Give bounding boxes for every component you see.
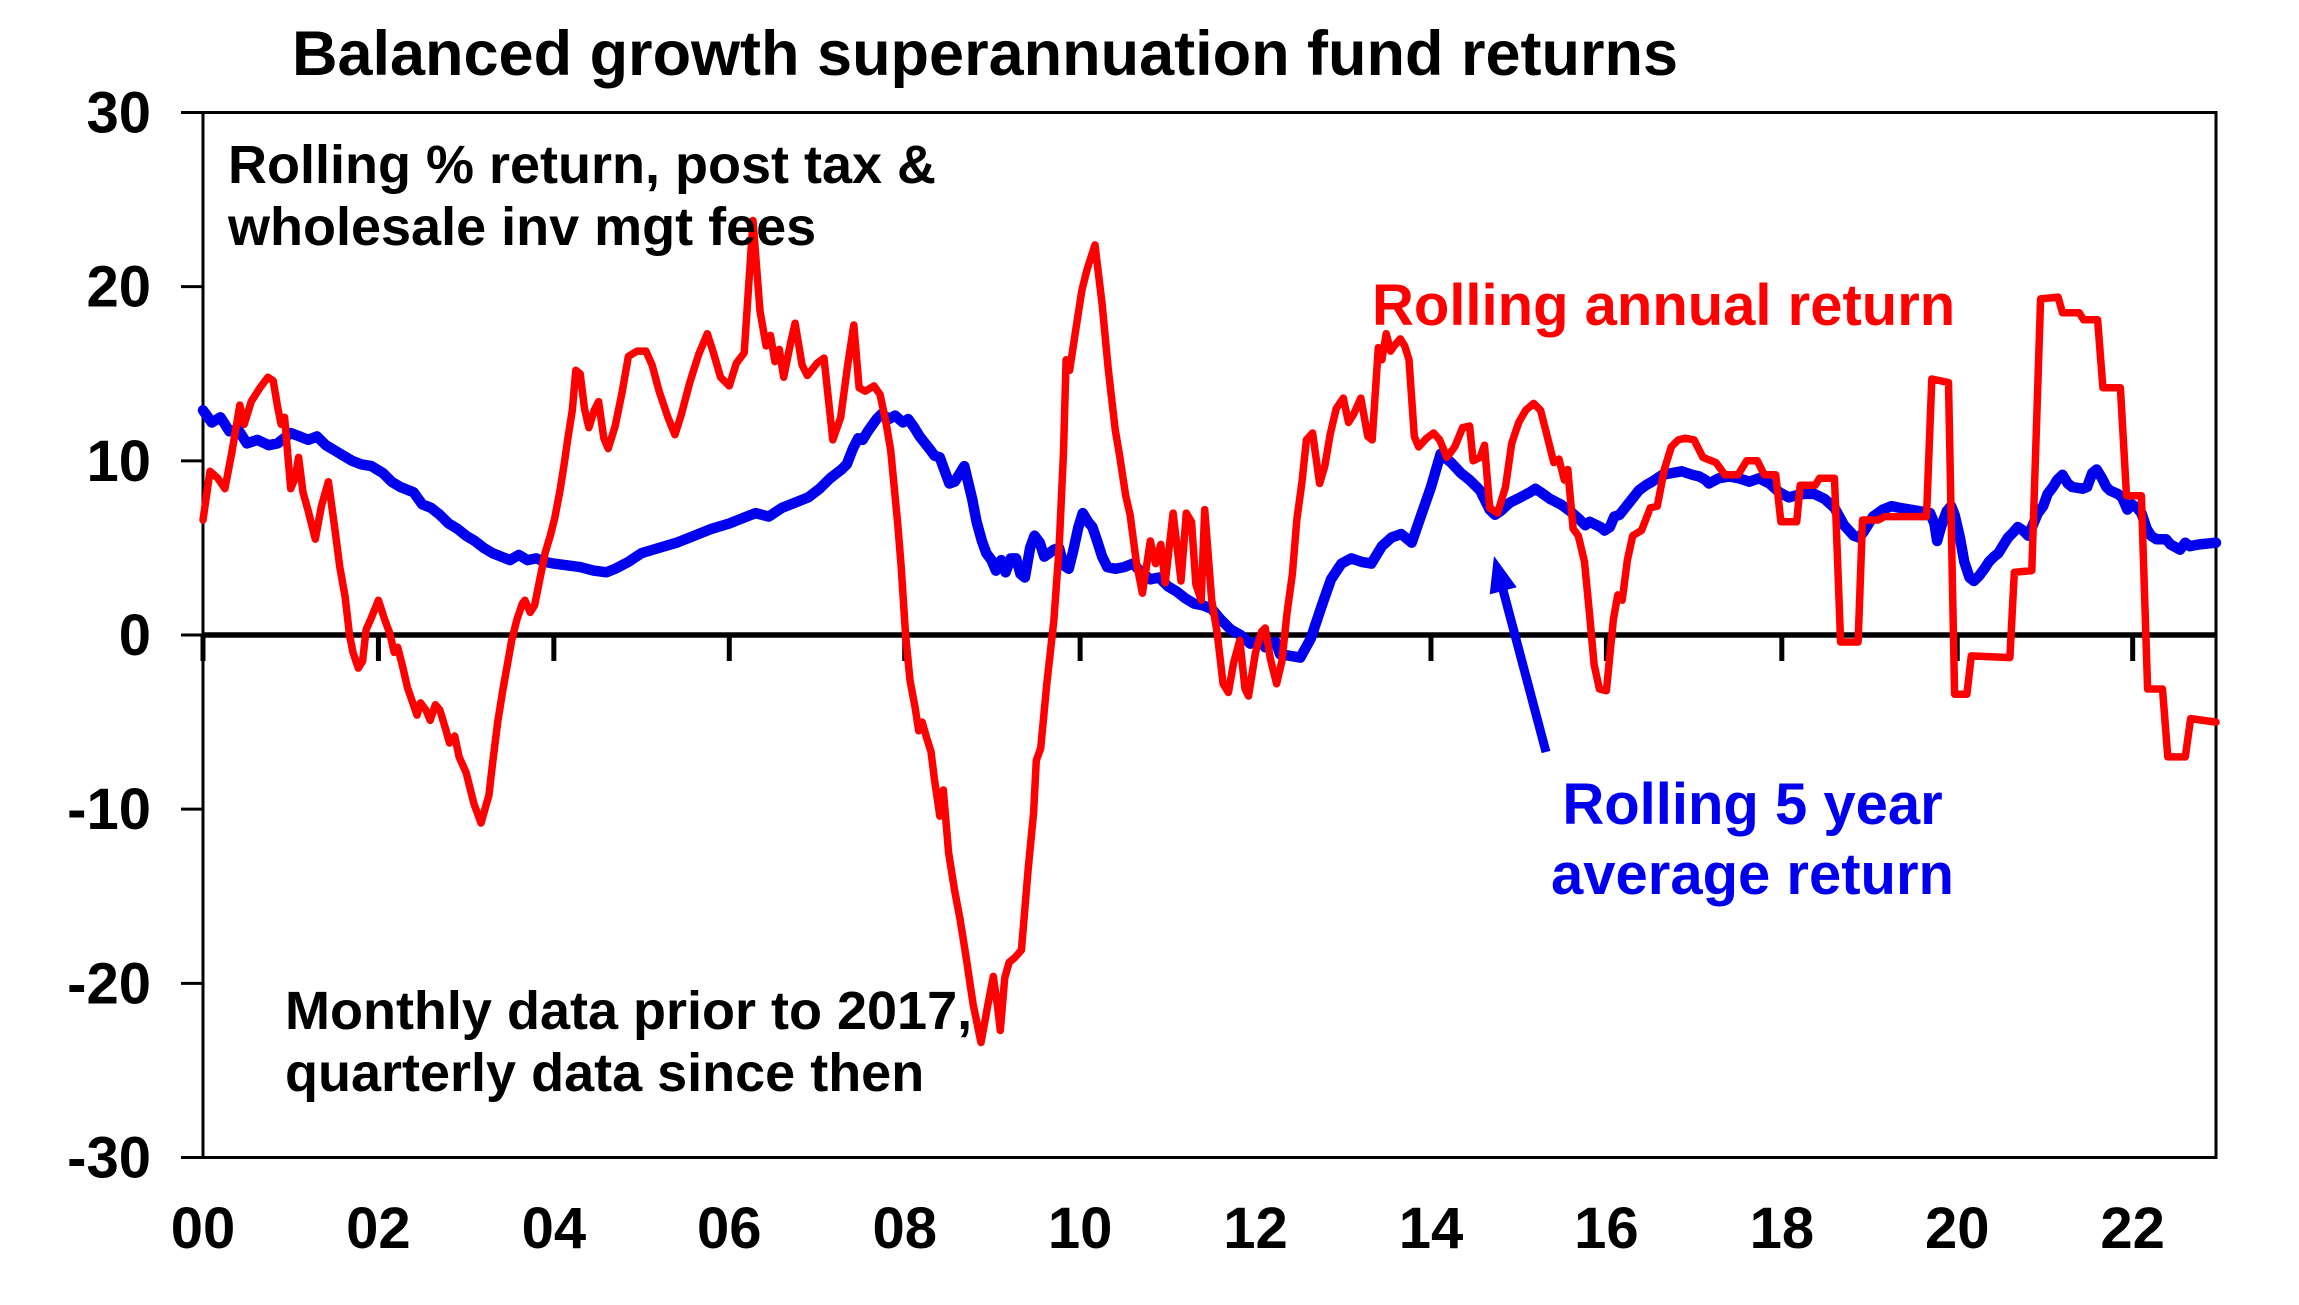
note-line: Monthly data prior to 2017, bbox=[285, 981, 973, 1041]
annotation-arrow-shaft bbox=[1497, 583, 1551, 754]
y-axis-tick-label: -30 bbox=[67, 1126, 151, 1191]
x-axis-tick-label: 02 bbox=[346, 1196, 411, 1261]
legend-label-rolling-5yr-average-return: Rolling 5 year average return bbox=[1530, 770, 1975, 910]
y-axis-tick-label: -10 bbox=[67, 777, 151, 842]
y-axis-tick-label: 30 bbox=[86, 81, 151, 146]
legend-label-rolling-annual-return: Rolling annual return bbox=[1372, 273, 1956, 338]
x-axis-tick-label: 20 bbox=[1925, 1196, 1990, 1261]
y-axis-tick-label: 0 bbox=[119, 603, 151, 668]
note-line: wholesale inv mgt fees bbox=[228, 197, 817, 257]
annotation-arrow-head bbox=[1489, 556, 1517, 595]
note-rolling-return-definition: Rolling % return, post tax & wholesale i… bbox=[228, 134, 936, 258]
y-axis-tick-label: -20 bbox=[67, 951, 151, 1016]
legend-label-line: average return bbox=[1551, 842, 1954, 907]
y-axis-tick-label: 20 bbox=[86, 255, 151, 320]
legend-label-line: Rolling 5 year bbox=[1562, 772, 1943, 837]
x-axis-tick-label: 14 bbox=[1399, 1196, 1464, 1261]
red-series-line bbox=[199, 216, 2220, 1047]
x-axis-tick-label: 16 bbox=[1574, 1196, 1639, 1261]
blue-series-line bbox=[197, 405, 2222, 663]
note-data-frequency: Monthly data prior to 2017, quarterly da… bbox=[285, 980, 972, 1104]
x-axis-tick-label: 18 bbox=[1750, 1196, 1815, 1261]
note-line: quarterly data since then bbox=[285, 1043, 925, 1103]
note-line: Rolling % return, post tax & bbox=[228, 135, 937, 195]
chart-title: Balanced growth superannuation fund retu… bbox=[291, 19, 1679, 89]
x-axis-tick-label: 00 bbox=[171, 1196, 236, 1261]
x-axis-tick-label: 12 bbox=[1223, 1196, 1288, 1261]
x-axis-tick-label: 10 bbox=[1048, 1196, 1113, 1261]
x-axis-tick-label: 04 bbox=[522, 1196, 587, 1261]
x-axis-tick-label: 06 bbox=[697, 1196, 762, 1261]
x-axis-tick-label: 22 bbox=[2100, 1196, 2165, 1261]
x-axis-tick-label: 08 bbox=[872, 1196, 937, 1261]
y-axis-tick-label: 10 bbox=[86, 429, 151, 494]
